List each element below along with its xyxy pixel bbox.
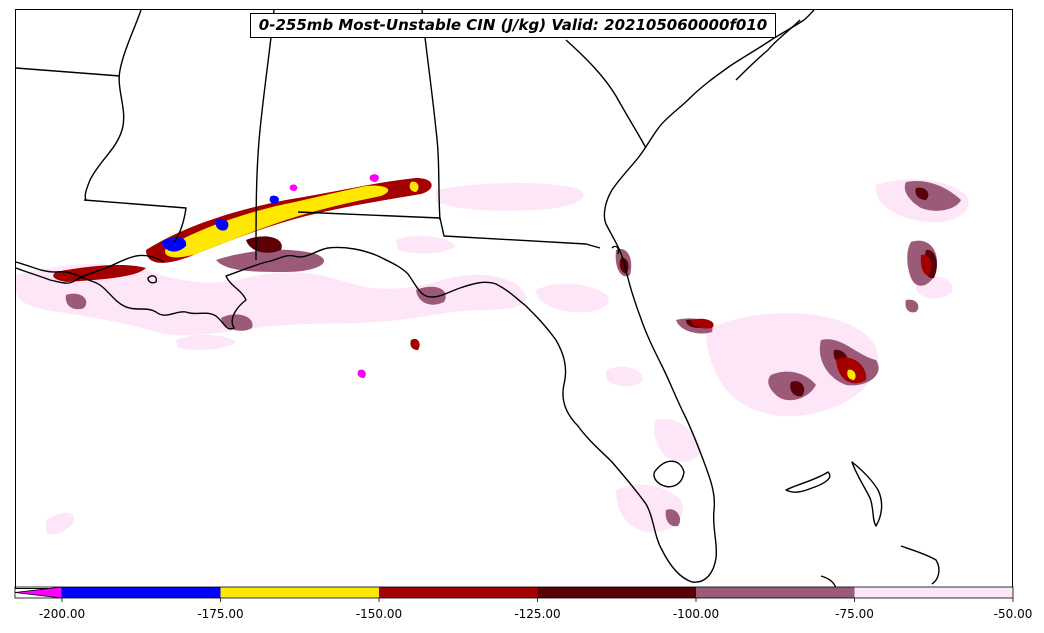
colorbar-tick-label: -50.00	[993, 607, 1033, 621]
cin-map	[16, 10, 969, 588]
colorbar-tick-label: -150.00	[355, 607, 403, 621]
map-panel	[15, 9, 1013, 589]
coastlines	[16, 10, 940, 588]
colorbar-tick-label: -125.00	[514, 607, 561, 621]
colorbar-tick-label: -200.00	[38, 607, 86, 621]
colorbar-tick-label: -100.00	[672, 607, 720, 621]
map-title: 0-255mb Most-Unstable CIN (J/kg) Valid: …	[250, 13, 776, 38]
cin-field-light	[16, 179, 969, 535]
cin-field-magenta	[289, 174, 379, 378]
colorbar-ticks	[61, 598, 1014, 602]
cin-field-yellow	[165, 181, 856, 380]
cin-field-blue	[161, 195, 279, 252]
colorbar-tick-label: -75.00	[835, 607, 874, 621]
colorbar-tick-label: -175.00	[197, 607, 244, 621]
